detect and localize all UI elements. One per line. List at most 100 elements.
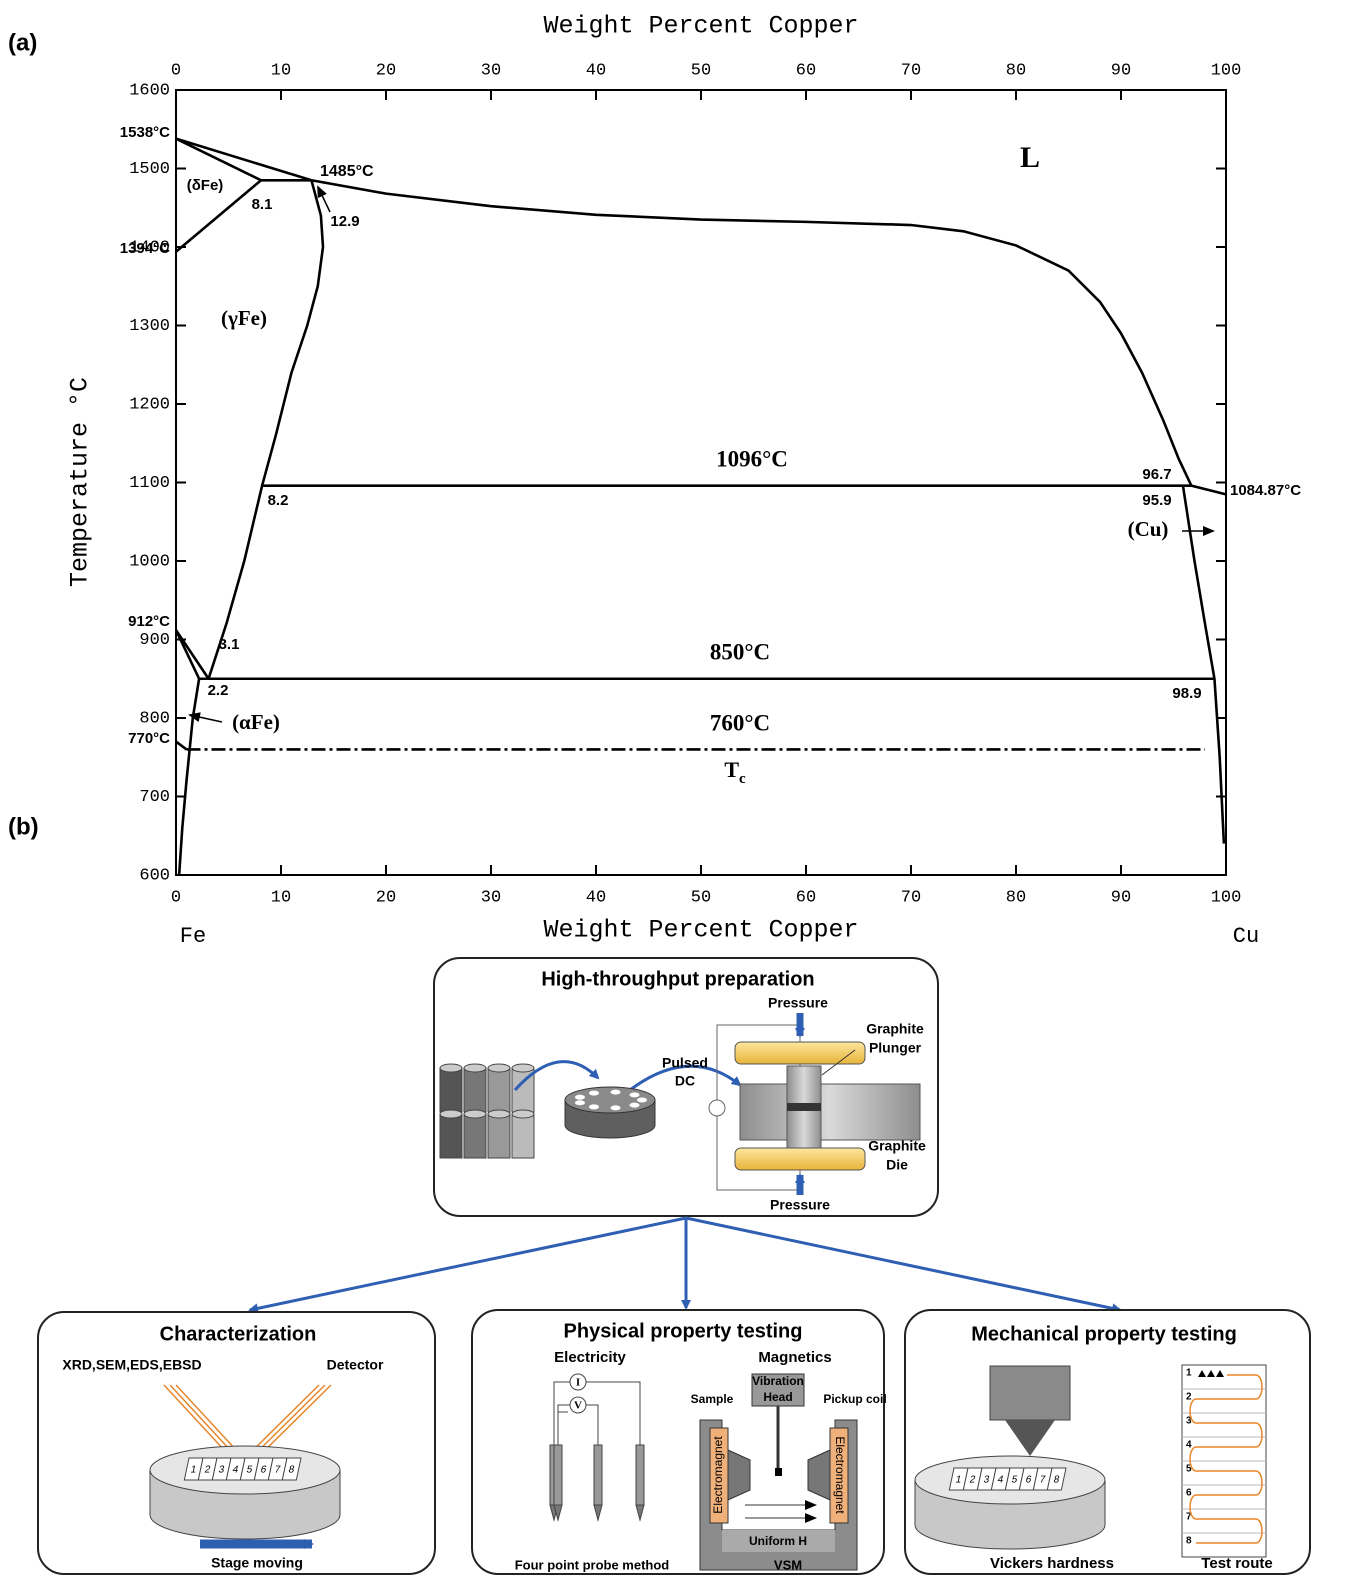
label: VSM [774,1557,802,1572]
label: Four point probe method [515,1557,670,1572]
phase-boundary [176,139,261,181]
annotation: (αFe) [232,710,280,734]
x-tick-label: 80 [1006,888,1026,907]
powder-cylinder [488,1114,510,1158]
annotation: 760°C [710,710,770,735]
x2-tick-label: 10 [271,61,291,80]
hole [589,1104,599,1109]
x-tick-label: 100 [1211,888,1242,907]
y-tick-label: 1200 [129,395,170,414]
label: Uniform H [749,1534,807,1548]
label: Pickup coil [823,1392,886,1406]
hole [589,1091,599,1096]
y-tick-label: 800 [139,709,170,728]
x2-tick-label: 20 [376,61,396,80]
phase-diagram: Weight Percent Copper Weight Percent Cop… [66,12,1302,949]
annotation: 12.9 [330,213,359,230]
box-title: Mechanical property testing [971,1323,1237,1345]
annotation: 96.7 [1142,466,1171,483]
annotation: 1394°C [120,240,170,257]
label: Detector [327,1357,384,1373]
annotation: 1096°C [716,446,788,471]
sample-strip: 12345678 [949,1468,1066,1490]
hole [630,1103,640,1108]
label: Die [886,1157,908,1173]
panel-label: (b) [8,813,39,840]
x2-tick-label: 0 [171,61,181,80]
annotation: 1084.87°C [1230,482,1301,499]
box-title: Physical property testing [564,1320,803,1342]
annotation: 1485°C [320,163,374,180]
annotation: (Cu) [1128,517,1169,541]
y-tick-label: 1600 [129,81,170,100]
cylinder-top [440,1110,462,1118]
route-row-label: 8 [1186,1536,1192,1547]
x2-tick-label: 100 [1211,61,1242,80]
x-tick-label: 70 [901,888,921,907]
x-end-label: Fe [180,924,206,949]
phase-boundary [176,630,199,679]
powder-cylinder [440,1068,462,1112]
plot-frame [176,90,1226,875]
flow-arrow [686,1218,1120,1310]
box-title: Characterization [160,1323,317,1345]
hole [611,1090,621,1095]
x-tick-label: 0 [171,888,181,907]
label: Electromagnet [711,1436,725,1514]
label: Sample [691,1392,734,1406]
route-row-label: 1 [1186,1368,1192,1379]
powder-cylinder [512,1114,534,1158]
cylinder-top [488,1064,510,1072]
cylinder-top [464,1110,486,1118]
workflow-diagram: High-throughput preparation Pulsed DC Pr… [38,958,1310,1574]
probe [594,1445,602,1505]
x2-axis-title: Weight Percent Copper [543,12,858,41]
y-axis-title: Temperature °C [66,377,95,587]
label-arrow [190,715,222,722]
hole [575,1095,585,1100]
x2-tick-label: 30 [481,61,501,80]
meter-label: I [576,1377,580,1389]
annotation: 850°C [710,639,770,664]
label: Electricity [554,1349,626,1366]
label: Plunger [869,1040,922,1056]
tc-label: Tc [724,757,746,787]
label: Vickers hardness [990,1555,1114,1572]
x-tick-label: 60 [796,888,816,907]
annotation: 1538°C [120,124,170,141]
y-tick-label: 900 [139,631,170,650]
annotation: (δFe) [187,177,224,194]
powder-cylinder [464,1114,486,1158]
route-row-label: 4 [1186,1440,1192,1451]
cylinder-top [464,1064,486,1072]
annotation: 8.2 [268,492,289,509]
phase-boundary [209,180,323,678]
power-source [709,1100,725,1116]
route-row-label: 2 [1186,1392,1192,1403]
figure: (a) (b) Weight Percent Copper Weight Per… [0,0,1353,1577]
box-title: High-throughput preparation [541,968,814,990]
probe [636,1445,644,1505]
annotation: 2.2 [208,682,229,699]
label: Stage moving [211,1555,303,1571]
annotation: 98.9 [1172,685,1201,702]
x-tick-label: 20 [376,888,396,907]
sample-disk: 12345678 [915,1456,1105,1549]
phase-boundary [176,139,1226,495]
y-tick-label: 1000 [129,552,170,571]
annotation: 912°C [128,613,170,630]
y-tick-label: 700 [139,788,170,807]
meter-label: V [574,1400,582,1412]
annotation: L [1020,141,1040,174]
flow-arrow [250,1218,686,1310]
x-tick-label: 10 [271,888,291,907]
cylinder-top [512,1064,534,1072]
mold-plate [565,1087,655,1138]
x2-tick-label: 70 [901,61,921,80]
probe [554,1445,562,1505]
annotation: 8.1 [252,196,273,213]
label: Graphite [866,1021,924,1037]
hole [630,1092,640,1097]
